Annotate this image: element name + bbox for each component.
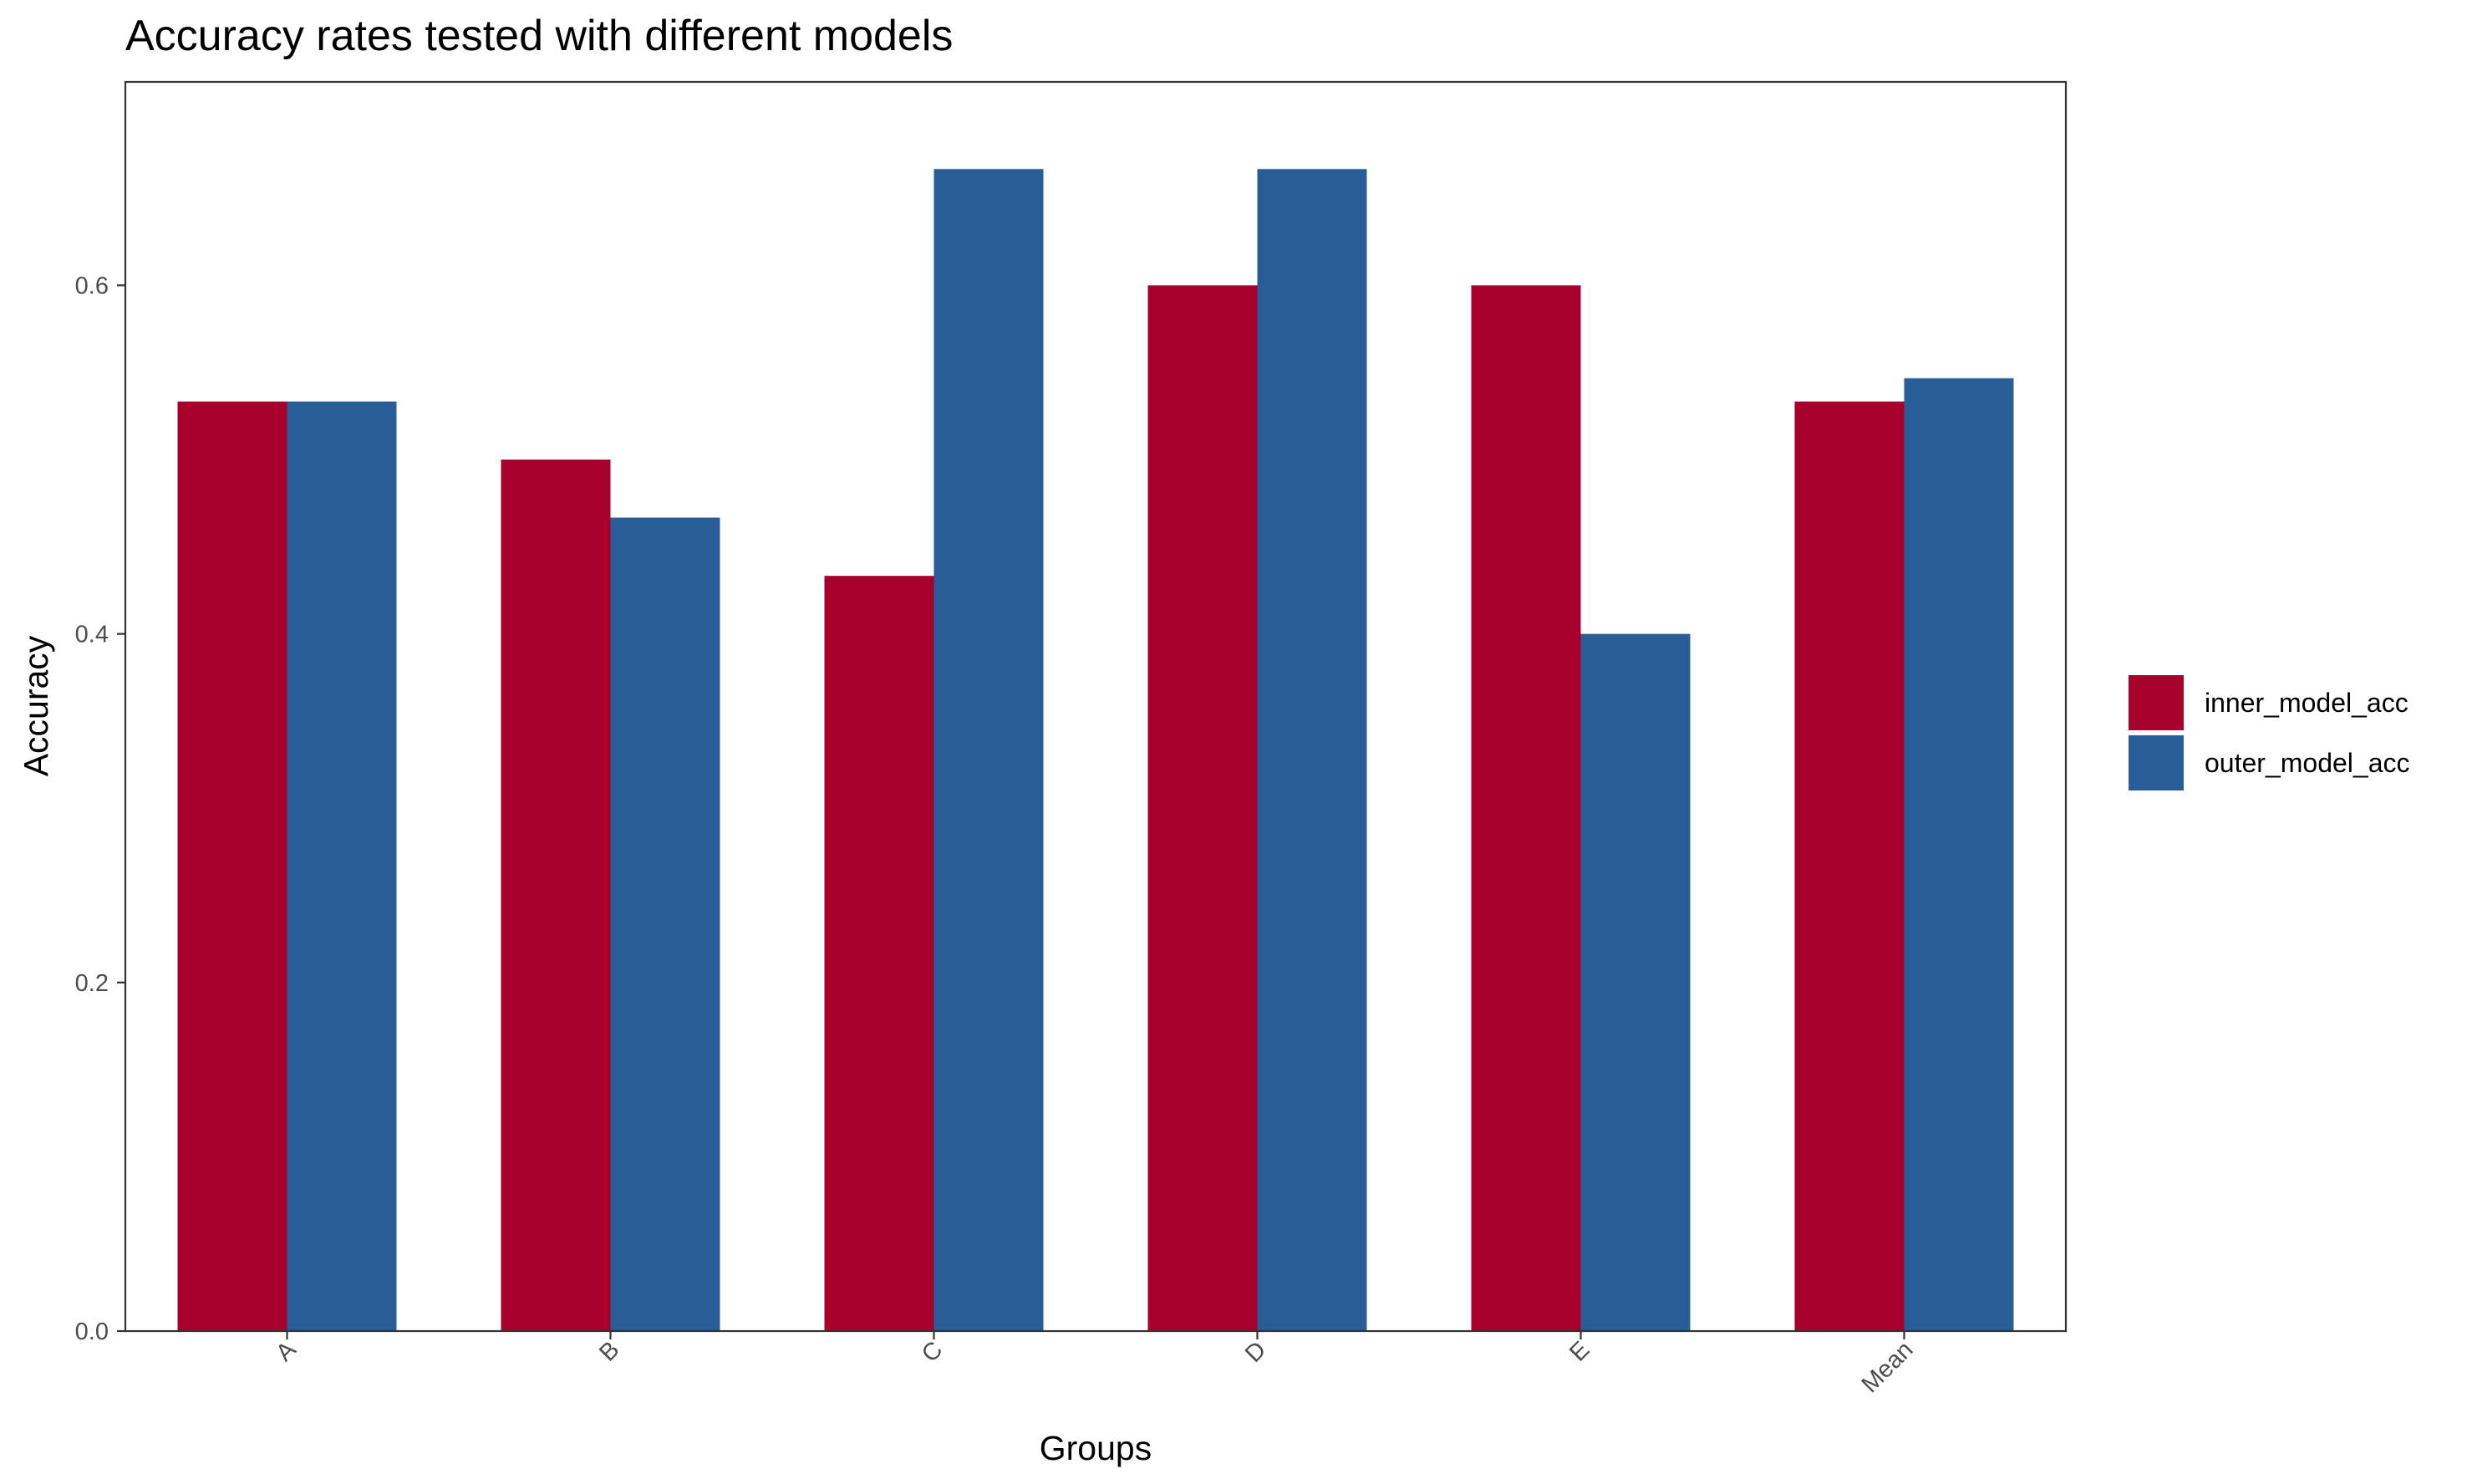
bar-outer_model_acc-D bbox=[1257, 169, 1367, 1331]
bar-outer_model_acc-B bbox=[610, 517, 720, 1331]
legend-swatch-outer_model_acc bbox=[2129, 735, 2184, 790]
legend-swatch-inner_model_acc bbox=[2129, 675, 2184, 730]
bar-inner_model_acc-Mean bbox=[1794, 401, 1905, 1332]
chart-title: Accuracy rates tested with different mod… bbox=[125, 12, 953, 60]
x-axis: A B C D E Mean bbox=[271, 1331, 1918, 1398]
y-tick-label: 0.0 bbox=[75, 1319, 109, 1345]
y-axis-title: Accuracy bbox=[17, 635, 55, 776]
bars-layer bbox=[177, 169, 2014, 1332]
bar-outer_model_acc-E bbox=[1580, 633, 1691, 1331]
bar-outer_model_acc-Mean bbox=[1904, 378, 2014, 1331]
x-tick-label: E bbox=[1564, 1336, 1595, 1366]
y-tick-label: 0.2 bbox=[75, 970, 109, 997]
plot-panel-border bbox=[124, 80, 2068, 1333]
bar-inner_model_acc-B bbox=[501, 460, 611, 1331]
bar-outer_model_acc-A bbox=[287, 401, 397, 1332]
legend-label: inner_model_acc bbox=[2205, 688, 2409, 718]
x-axis-title: Groups bbox=[1040, 1429, 1152, 1467]
bar-outer_model_acc-C bbox=[933, 169, 1044, 1331]
x-tick-label: Mean bbox=[1857, 1336, 1919, 1398]
legend: inner_model_acc outer_model_acc bbox=[2129, 675, 2409, 790]
y-tick-label: 0.4 bbox=[75, 622, 109, 648]
legend-label: outer_model_acc bbox=[2205, 748, 2409, 778]
bar-inner_model_acc-E bbox=[1471, 285, 1581, 1331]
x-tick-label: D bbox=[1240, 1336, 1271, 1367]
y-axis: 0.0 0.2 0.4 0.6 bbox=[75, 272, 125, 1345]
bar-inner_model_acc-A bbox=[177, 401, 287, 1332]
bar-inner_model_acc-C bbox=[824, 576, 934, 1331]
x-tick-label: B bbox=[594, 1336, 624, 1366]
y-tick-label: 0.6 bbox=[75, 272, 109, 299]
x-tick-label: C bbox=[917, 1336, 948, 1367]
x-tick-label: A bbox=[271, 1336, 302, 1367]
bar-inner_model_acc-D bbox=[1147, 285, 1258, 1331]
